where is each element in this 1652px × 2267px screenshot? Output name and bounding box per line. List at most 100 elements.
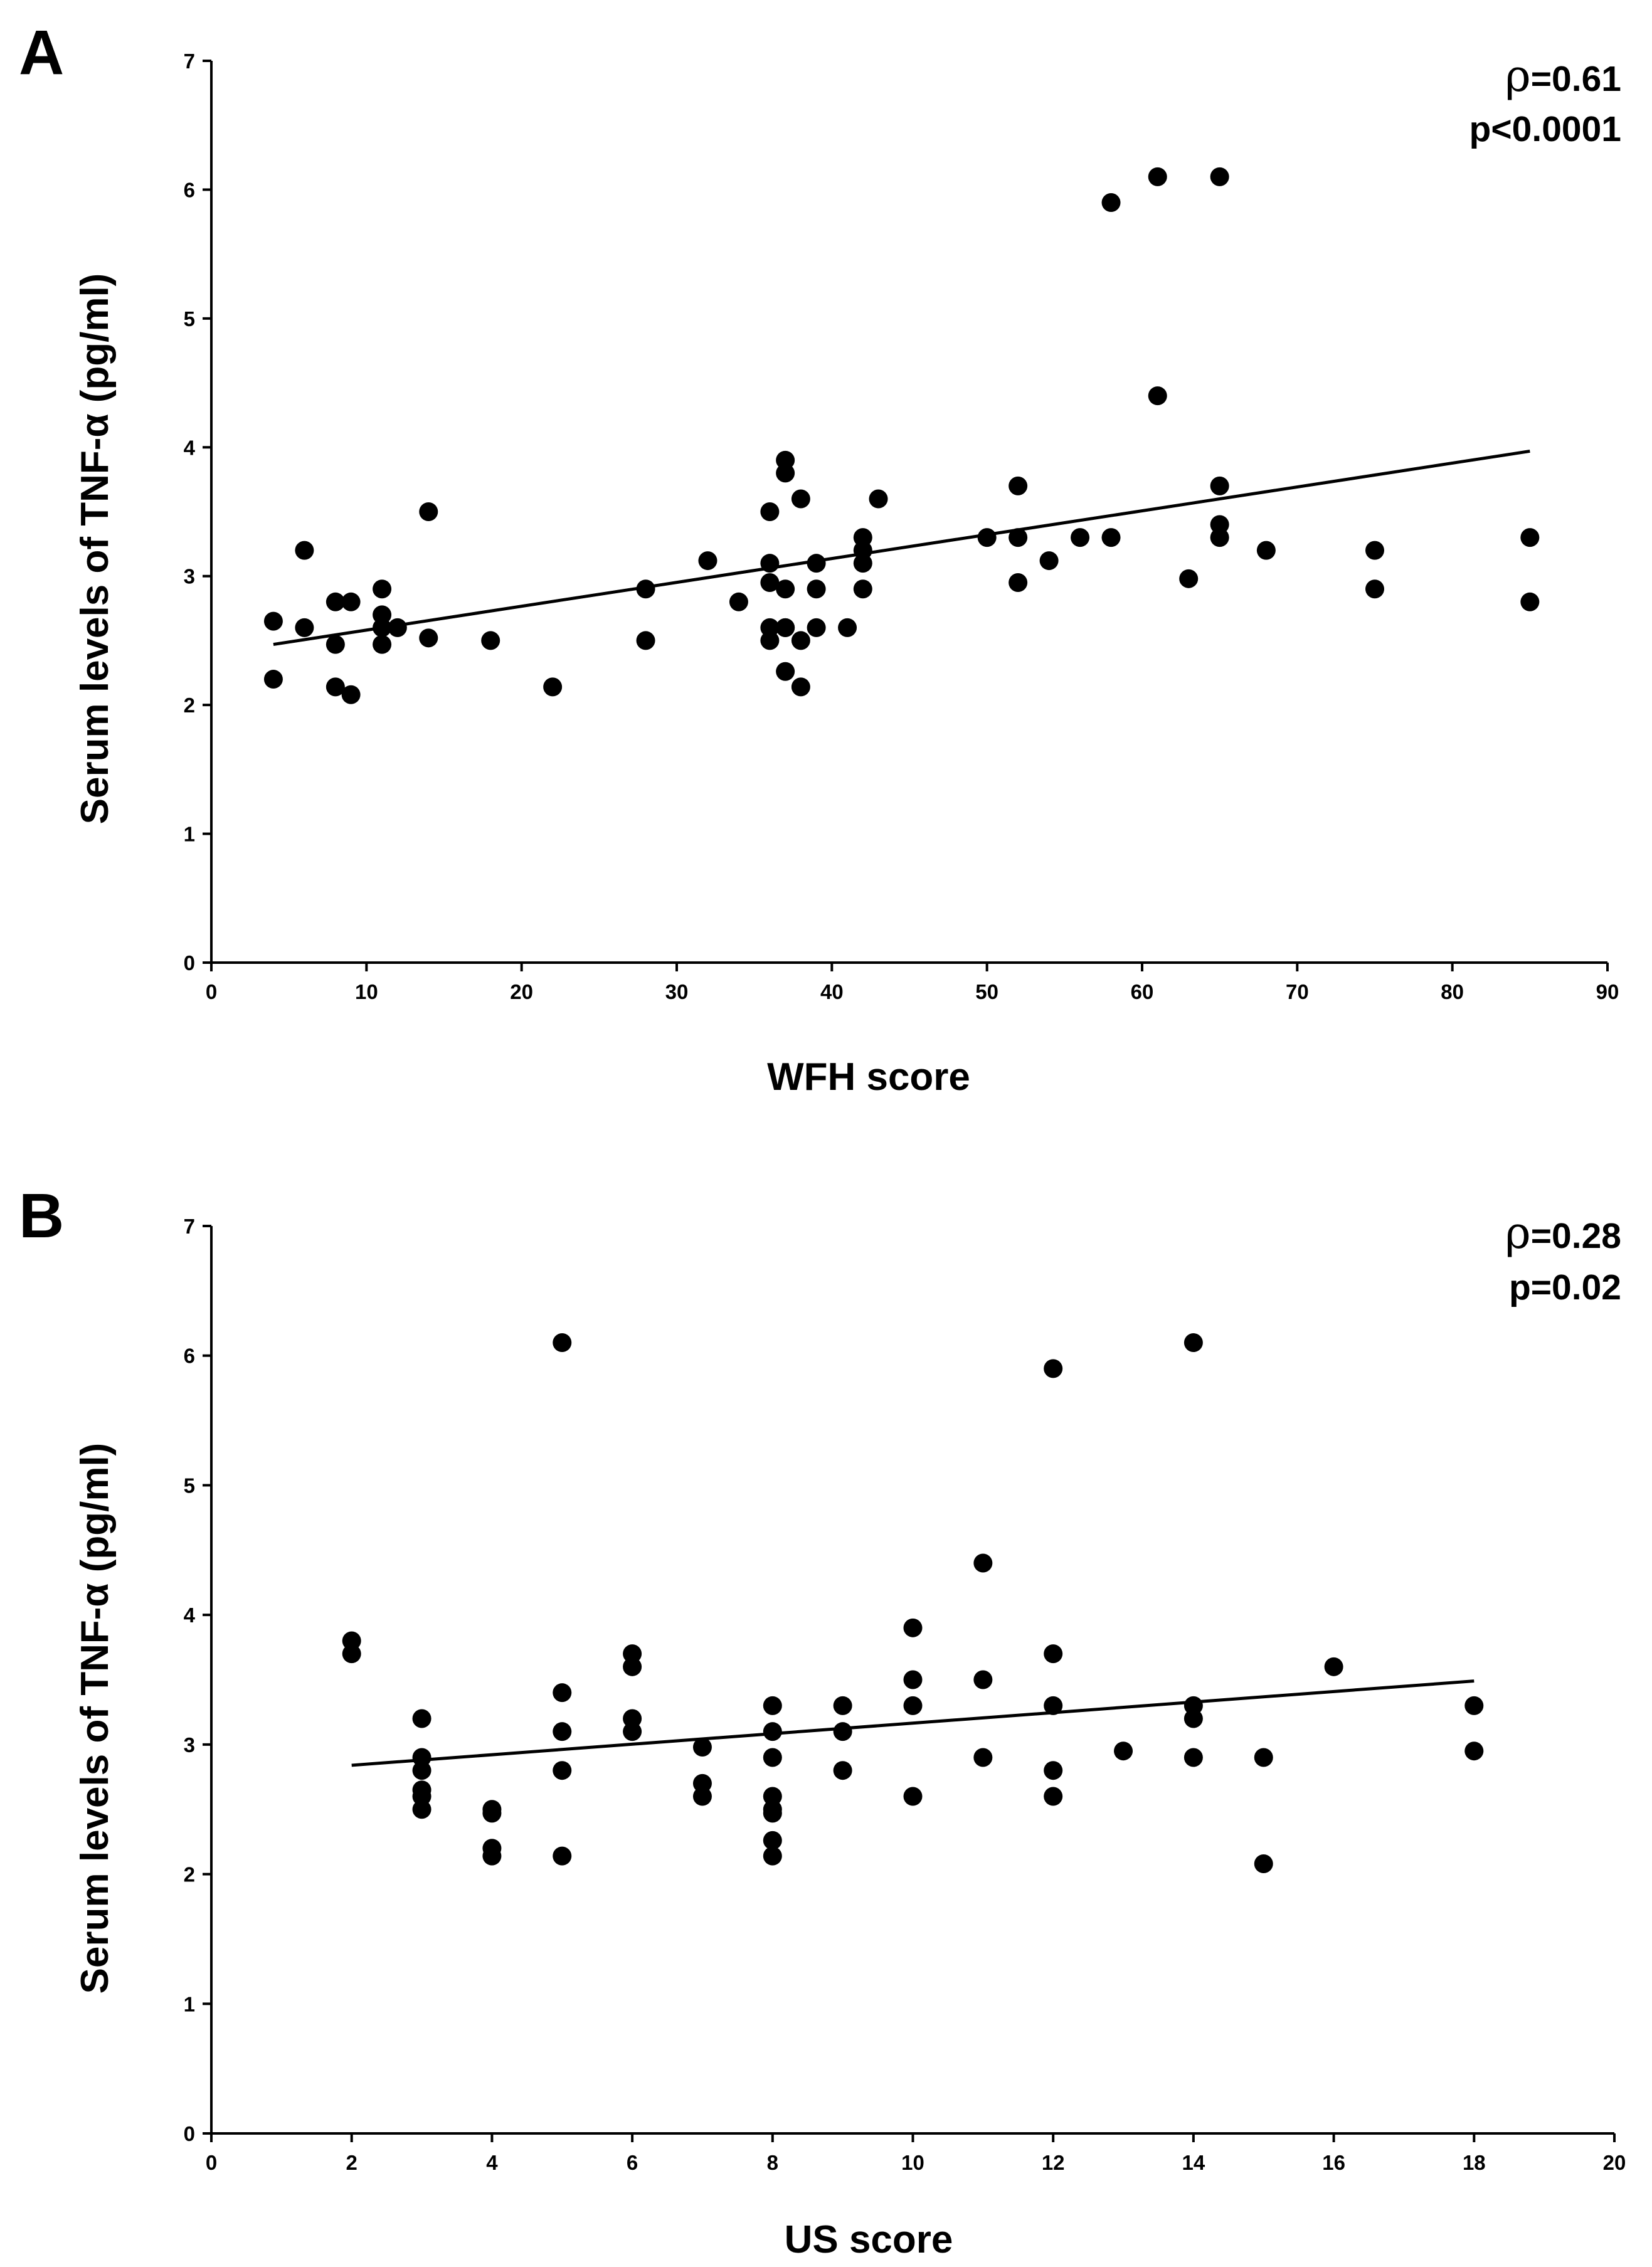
panel-a-x-tick-label: 10: [355, 980, 378, 1003]
panel-a-data-point: [1148, 386, 1167, 406]
panel-a-data-point: [419, 502, 438, 521]
panel-a-data-point: [853, 528, 872, 547]
panel-b-y-tick-label: 7: [184, 1215, 195, 1238]
panel-b-x-tick-label: 14: [1182, 2151, 1205, 2174]
panel-a-x-tick-label: 60: [1131, 980, 1154, 1003]
panel-a-data-point: [341, 592, 361, 611]
panel-a-x-tick-label: 80: [1441, 980, 1464, 1003]
panel-b-x-tick-label: 6: [627, 2151, 638, 2174]
panel-b-x-tick-label: 2: [346, 2151, 357, 2174]
panel-b-data-point: [973, 1553, 993, 1573]
panel-b-data-point: [903, 1787, 923, 1806]
panel-b-data-point: [412, 1748, 432, 1767]
panel-b-data-point: [763, 1696, 782, 1715]
panel-a-x-tick-label: 0: [206, 980, 217, 1003]
panel-a-data-point: [1210, 167, 1229, 186]
panel-b-data-point: [1464, 1741, 1484, 1761]
panel-b-data-point: [623, 1657, 642, 1676]
panel-a-data-point: [853, 541, 872, 560]
panel-a-data-point: [326, 635, 345, 654]
panel-b-data-point: [412, 1761, 432, 1780]
panel-a-rho-annotation: ρ=0.61: [1505, 50, 1621, 102]
panel-b-data-point: [553, 1722, 572, 1741]
panel-a-data-point: [807, 618, 826, 637]
panel-a-data-point: [263, 611, 283, 631]
panel-b-x-tick-label: 20: [1603, 2151, 1626, 2174]
panel-a-data-point: [1039, 551, 1059, 571]
panel-b-data-point: [342, 1631, 361, 1651]
panel-b-x-tick-label: 10: [901, 2151, 924, 2174]
panel-b: B US score Serum levels of TNF-α (pg/ml)…: [19, 1181, 1626, 2261]
panel-b-data-point: [623, 1709, 642, 1728]
panel-a-data-point: [1071, 528, 1090, 547]
panel-b-y-tick-label: 2: [184, 1863, 195, 1886]
panel-b-data-point: [623, 1722, 642, 1741]
panel-b-data-point: [412, 1800, 432, 1819]
panel-a-data-point: [373, 605, 392, 625]
panel-a-x-tick-label: 90: [1596, 980, 1619, 1003]
panel-a-y-tick-label: 5: [184, 307, 195, 330]
panel-b-data-point: [1044, 1644, 1063, 1664]
panel-a-plot-area: 0 10 20 30 40 50 60 70 80 90 0 1 2 3 4 5 6 7: [184, 50, 1619, 1003]
panel-a-data-point: [760, 618, 780, 637]
panel-a-data-point: [1148, 167, 1167, 186]
panel-a-data-point: [373, 579, 392, 599]
panel-b-data-point: [1254, 1748, 1273, 1767]
panel-b-data-point: [1183, 1709, 1203, 1728]
panel-a-data-point: [1365, 541, 1384, 560]
panel-a-data-point: [791, 489, 810, 509]
panel-b-data-point: [482, 1804, 502, 1823]
panel-b-data-point: [903, 1618, 923, 1637]
panel-b-data-point: [1464, 1696, 1484, 1715]
panel-b-data-point: [553, 1683, 572, 1703]
panel-b-x-tick-label: 4: [486, 2151, 498, 2174]
panel-b-rho-annotation: ρ=0.28: [1505, 1207, 1621, 1259]
panel-b-data-point: [623, 1644, 642, 1664]
panel-b-y-tick-label: 5: [184, 1474, 195, 1497]
panel-a-data-point: [373, 635, 392, 654]
panel-b-rho-symbol: ρ: [1505, 1207, 1531, 1259]
panel-a-data-point: [373, 618, 392, 637]
panel-b-x-tick-label: 12: [1042, 2151, 1065, 2174]
panel-b-data-point: [1183, 1748, 1203, 1767]
panel-b-data-point: [763, 1722, 782, 1741]
panel-a-data-point: [760, 631, 780, 650]
panel-a-data-point: [760, 554, 780, 573]
panel-a-data-point: [791, 677, 810, 697]
panel-a-data-point: [760, 573, 780, 592]
panel-b-data-point: [763, 1787, 782, 1806]
panel-a-data-point: [341, 685, 361, 704]
panel-a: A WFH score Serum levels of TNF-α (pg/ml…: [19, 18, 1621, 1099]
panel-a-data-point: [776, 450, 795, 470]
panel-a-data-point: [791, 631, 810, 650]
panel-a-data-point: [1520, 592, 1540, 611]
panel-a-data-point: [326, 592, 345, 611]
panel-b-data-point: [482, 1846, 502, 1866]
panel-a-y-axis-title: Serum levels of TNF-α (pg/ml): [73, 273, 117, 825]
panel-b-y-tick-label: 4: [184, 1604, 196, 1627]
panel-b-data-point: [903, 1696, 923, 1715]
panel-a-y-tick-label: 6: [184, 178, 195, 201]
panel-a-x-tick-label: 50: [975, 980, 998, 1003]
panel-b-data-point: [553, 1333, 572, 1353]
panel-a-data-point: [1009, 573, 1028, 592]
panel-b-data-point: [1183, 1696, 1203, 1715]
panel-b-data-point: [763, 1748, 782, 1767]
panel-a-data-point: [729, 592, 748, 611]
panel-a-data-point: [1210, 476, 1229, 495]
panel-b-letter: B: [19, 1181, 64, 1251]
panel-b-data-point: [1114, 1741, 1133, 1761]
panel-a-rho-value: =0.61: [1531, 59, 1621, 99]
panel-a-y-tick-label: 7: [184, 50, 195, 73]
panel-a-data-point: [1101, 528, 1121, 547]
panel-b-x-tick-label: 0: [206, 2151, 217, 2174]
panel-a-data-point: [481, 631, 500, 650]
panel-b-data-point: [833, 1761, 852, 1780]
panel-b-data-point: [973, 1748, 993, 1767]
panel-a-data-point: [263, 670, 283, 689]
panel-a-trend-line: [273, 449, 1530, 647]
panel-b-data-point: [1044, 1696, 1063, 1715]
panel-b-trend-line: [351, 1679, 1475, 1767]
panel-a-data-point: [807, 579, 826, 599]
